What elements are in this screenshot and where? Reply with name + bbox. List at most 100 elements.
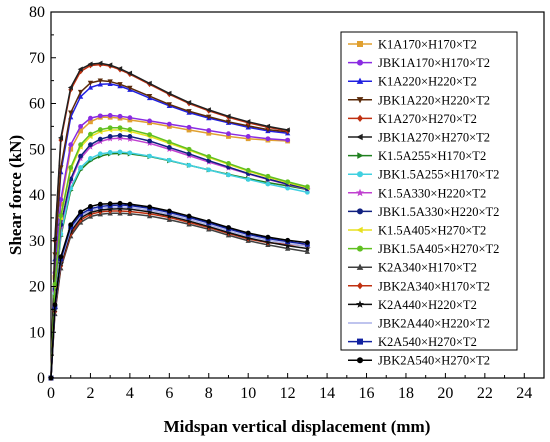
data-point — [58, 254, 64, 260]
data-point — [284, 127, 290, 133]
legend-swatch-marker — [357, 245, 363, 252]
data-point — [186, 124, 192, 130]
data-point — [97, 206, 104, 213]
data-point — [127, 134, 133, 139]
data-point — [127, 201, 133, 207]
data-point — [88, 204, 93, 209]
data-point — [205, 107, 211, 113]
data-point — [147, 153, 153, 159]
data-point — [97, 127, 103, 132]
data-point — [304, 245, 311, 252]
data-point — [127, 115, 133, 121]
data-point — [97, 60, 103, 66]
data-point — [97, 151, 103, 157]
legend-label: JBK2A440×H220×T2 — [378, 317, 490, 331]
x-tick-label: 4 — [126, 385, 134, 402]
x-axis-title: Midspan vertical displacement (mm) — [164, 417, 431, 436]
x-tick-label: 14 — [319, 385, 335, 402]
y-tick-label: 40 — [29, 187, 45, 204]
legend-label: JBK1A170×H170×T2 — [378, 56, 490, 70]
data-point — [166, 145, 172, 150]
data-point — [67, 84, 73, 91]
legend-swatch-marker — [356, 97, 364, 104]
legend-item: JBK1.5A255×H170×T2 — [348, 168, 499, 182]
legend-label: JBK1.5A255×H170×T2 — [378, 168, 499, 182]
data-point — [186, 109, 192, 115]
data-point — [117, 82, 123, 88]
series-7 — [48, 149, 310, 381]
legend-swatch-marker — [356, 77, 364, 84]
data-point — [97, 201, 103, 207]
legend-box — [340, 31, 518, 351]
legend-item: K2A540×H270×T2 — [348, 335, 477, 349]
data-point — [265, 136, 271, 142]
series-8 — [47, 134, 311, 381]
data-point — [264, 238, 272, 245]
data-point — [245, 123, 251, 129]
legend-item: K1A170×H170×T2 — [348, 38, 477, 52]
y-axis-title: Shear force (kN) — [6, 135, 25, 255]
legend-label: K1.5A255×H170×T2 — [378, 149, 486, 163]
x-tick-label: 2 — [86, 385, 94, 402]
legend-item: JBK2A340×H170×T2 — [348, 279, 490, 293]
series-line — [50, 152, 308, 379]
data-point — [166, 212, 173, 219]
data-point — [206, 130, 212, 136]
data-point — [245, 167, 251, 173]
series-line — [50, 129, 308, 379]
data-point — [107, 79, 113, 85]
y-tick-label: 60 — [29, 96, 45, 113]
data-point — [186, 213, 192, 219]
data-point — [147, 138, 153, 144]
x-tick-label: 22 — [477, 385, 493, 402]
legend: K1A170×H170×T2 JBK1A170×H170×T2 K1A220×H22… — [340, 31, 518, 368]
x-tick-label: 6 — [165, 385, 173, 402]
data-point — [226, 161, 231, 166]
y-tick-label: 20 — [29, 279, 45, 296]
legend-label: K2A540×H270×T2 — [378, 335, 477, 349]
data-point — [285, 237, 291, 243]
data-point — [107, 201, 113, 207]
data-point — [147, 118, 153, 124]
data-point — [226, 225, 231, 230]
data-point — [265, 123, 271, 130]
data-point — [68, 222, 74, 228]
series-16 — [48, 202, 310, 381]
data-point — [78, 153, 83, 159]
series-14 — [47, 205, 311, 381]
series-line — [50, 114, 288, 379]
data-point — [78, 165, 83, 170]
data-point — [265, 181, 271, 187]
legend-item: K1.5A405×H270×T2 — [348, 224, 486, 238]
data-point — [87, 209, 94, 216]
data-point — [285, 179, 291, 185]
data-point — [226, 134, 231, 139]
data-point — [147, 132, 153, 138]
legend-item: JBK1.5A330×H220×T2 — [348, 205, 499, 219]
data-point — [226, 131, 231, 137]
legend-label: K2A340×H170×T2 — [378, 261, 477, 275]
data-point — [117, 113, 123, 119]
data-point — [245, 177, 251, 182]
data-point — [107, 62, 113, 68]
legend-label: JBK1A220×H220×T2 — [378, 93, 490, 107]
series-line — [50, 83, 288, 379]
legend-item: JBK2A540×H270×T2 — [348, 354, 490, 368]
series-0 — [48, 114, 291, 381]
data-point — [78, 142, 83, 148]
legend-label: K1A170×H170×T2 — [378, 38, 477, 52]
series-11 — [48, 125, 310, 381]
data-point — [107, 125, 113, 131]
data-point — [78, 128, 83, 134]
legend-swatch-marker — [357, 114, 363, 122]
data-point — [186, 162, 192, 168]
y-tick-label: 80 — [29, 4, 45, 21]
data-point — [186, 146, 192, 152]
legend-item: JBK2A440×H220×T2 — [348, 317, 490, 331]
data-point — [87, 61, 93, 67]
legend-swatch-marker — [357, 338, 363, 345]
legend-swatch-marker — [356, 226, 363, 234]
data-point — [117, 125, 123, 131]
